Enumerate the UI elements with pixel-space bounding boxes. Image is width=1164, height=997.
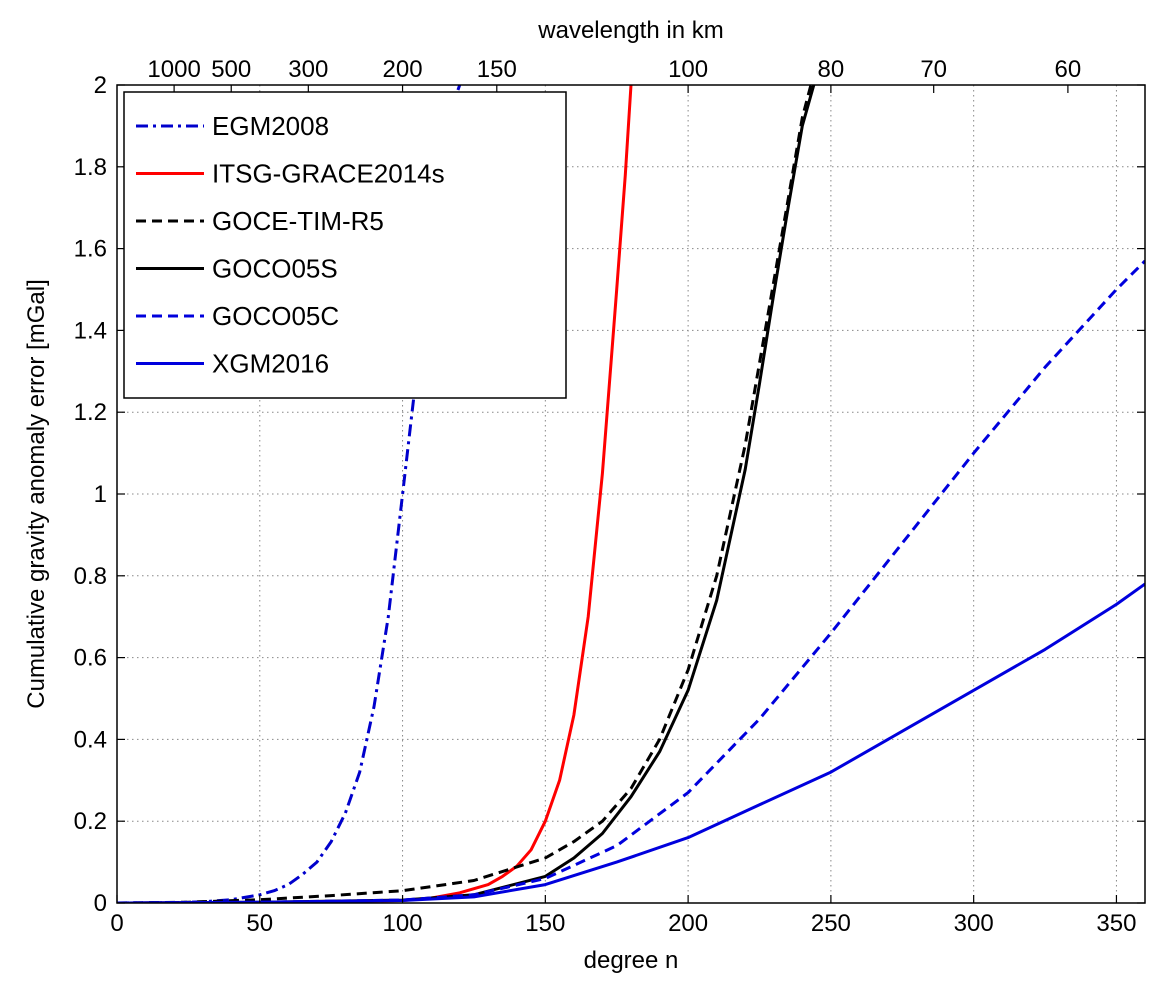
- legend: EGM2008 ITSG-GRACE2014s GOCE-TIM-R5 GOCO05S…: [123, 91, 567, 399]
- y-tick-label: 1: [94, 481, 107, 508]
- top-tick-label: 300: [288, 56, 328, 83]
- x-tick-label: 200: [668, 910, 708, 937]
- y-tick-label: 2: [94, 72, 107, 99]
- series-line-goco05s: [117, 85, 816, 903]
- y-tick-label: 0.6: [74, 645, 107, 672]
- top-tick-label: 1000: [147, 56, 200, 83]
- x-tick-label: 300: [954, 910, 994, 937]
- legend-label-itsg-grace2014s: ITSG-GRACE2014s: [212, 159, 445, 189]
- y-tick-label: 0: [94, 890, 107, 917]
- tick-labels: 0 50 100 150 200 250 300 350 0 0.2 0.4 0.6 0.8 1 1.2 1.…: [74, 56, 1137, 937]
- top-tick-label: 80: [818, 56, 845, 83]
- series-line-goce-tim-r5: [117, 85, 813, 903]
- legend-label-egm2008: EGM2008: [212, 111, 329, 141]
- top-tick-label: 60: [1055, 56, 1082, 83]
- legend-label-goco05c: GOCO05C: [212, 301, 339, 331]
- x-tick-label: 0: [110, 910, 123, 937]
- y-tick-label: 1.8: [74, 154, 107, 181]
- legend-label-goco05s: GOCO05S: [212, 254, 338, 284]
- x-tick-label: 50: [246, 910, 273, 937]
- top-tick-label: 100: [668, 56, 708, 83]
- y-axis-title: Cumulative gravity anomaly error [mGal]: [23, 279, 50, 708]
- y-tick-label: 1.2: [74, 399, 107, 426]
- legend-label-goce-tim-r5: GOCE-TIM-R5: [212, 206, 384, 236]
- x-tick-label: 150: [525, 910, 565, 937]
- x-tick-label: 350: [1096, 910, 1136, 937]
- legend-box: [123, 91, 567, 399]
- series-line-xgm2016: [117, 582, 1145, 903]
- y-tick-label: 0.4: [74, 726, 107, 753]
- x-tick-label: 250: [811, 910, 851, 937]
- ticks: [116, 84, 1145, 904]
- y-tick-label: 1.6: [74, 236, 107, 263]
- y-tick-label: 0.2: [74, 808, 107, 835]
- y-tick-label: 1.4: [74, 317, 107, 344]
- legend-label-xgm2016: XGM2016: [212, 349, 329, 379]
- series-layer: [117, 85, 1145, 903]
- top-tick-label: 200: [383, 56, 423, 83]
- x-tick-label: 100: [383, 910, 423, 937]
- x-axis-title: degree n: [584, 947, 679, 974]
- top-tick-label: 500: [211, 56, 251, 83]
- top-tick-label: 150: [477, 56, 517, 83]
- y-tick-label: 0.8: [74, 563, 107, 590]
- top-tick-label: 70: [920, 56, 947, 83]
- top-axis-title: wavelength in km: [537, 17, 723, 44]
